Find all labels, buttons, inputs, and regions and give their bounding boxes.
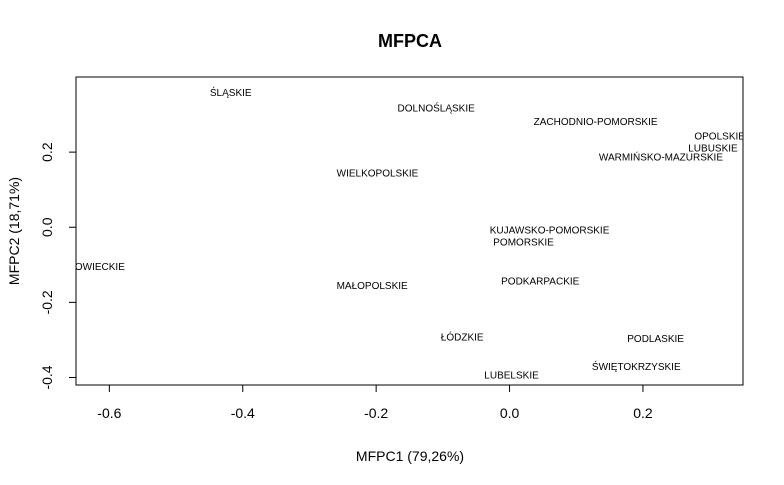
y-axis-label: MFPC2 (18,71%) [6, 177, 22, 285]
x-tick-label: 0.2 [633, 405, 653, 421]
x-tick-label: -0.4 [231, 405, 255, 421]
point-label: ŁÓDZKIE [441, 330, 484, 343]
y-tick-label: -0.4 [39, 365, 55, 389]
y-tick-label: -0.2 [39, 290, 55, 314]
point-label: WARMIŃSKO-MAZURSKIE [599, 151, 723, 164]
point-label: ŚWIĘTOKRZYSKIE [592, 360, 681, 373]
point-label: LUBUSKIE [688, 143, 738, 154]
point-label: PODKARPACKIE [501, 276, 579, 287]
point-label: KUJAWSKO-POMORSKIE [490, 225, 610, 236]
x-tick-label: -0.2 [364, 405, 388, 421]
x-axis: -0.6 -0.4 -0.2 0.0 0.2 [97, 384, 653, 421]
y-tick-label: 0.0 [39, 217, 55, 237]
chart-title: MFPCA [378, 31, 442, 51]
point-label: ŚLĄSKIE [210, 86, 252, 99]
y-tick-label: 0.2 [39, 142, 55, 162]
point-label: PODLASKIE [627, 334, 684, 345]
point-label: LUBELSKIE [484, 370, 539, 381]
point-label: MAZOWIECKIE [54, 262, 125, 273]
y-axis: -0.4 -0.2 0.0 0.2 [39, 142, 77, 390]
point-label: DOLNOŚLĄSKIE [398, 102, 476, 115]
point-label: POMORSKIE [493, 237, 554, 248]
point-label: MAŁOPOLSKIE [337, 281, 408, 292]
point-labels: ŚLĄSKIE DOLNOŚLĄSKIE ZACHODNIO-POMORSKIE OP… [54, 86, 745, 381]
x-axis-label: MFPC1 (79,26%) [356, 448, 464, 464]
point-label: ZACHODNIO-POMORSKIE [534, 117, 658, 128]
point-label: WIELKOPOLSKIE [337, 168, 419, 179]
x-tick-label: 0.0 [500, 405, 520, 421]
x-tick-label: -0.6 [97, 405, 121, 421]
point-label: OPOLSKIE [694, 131, 745, 142]
